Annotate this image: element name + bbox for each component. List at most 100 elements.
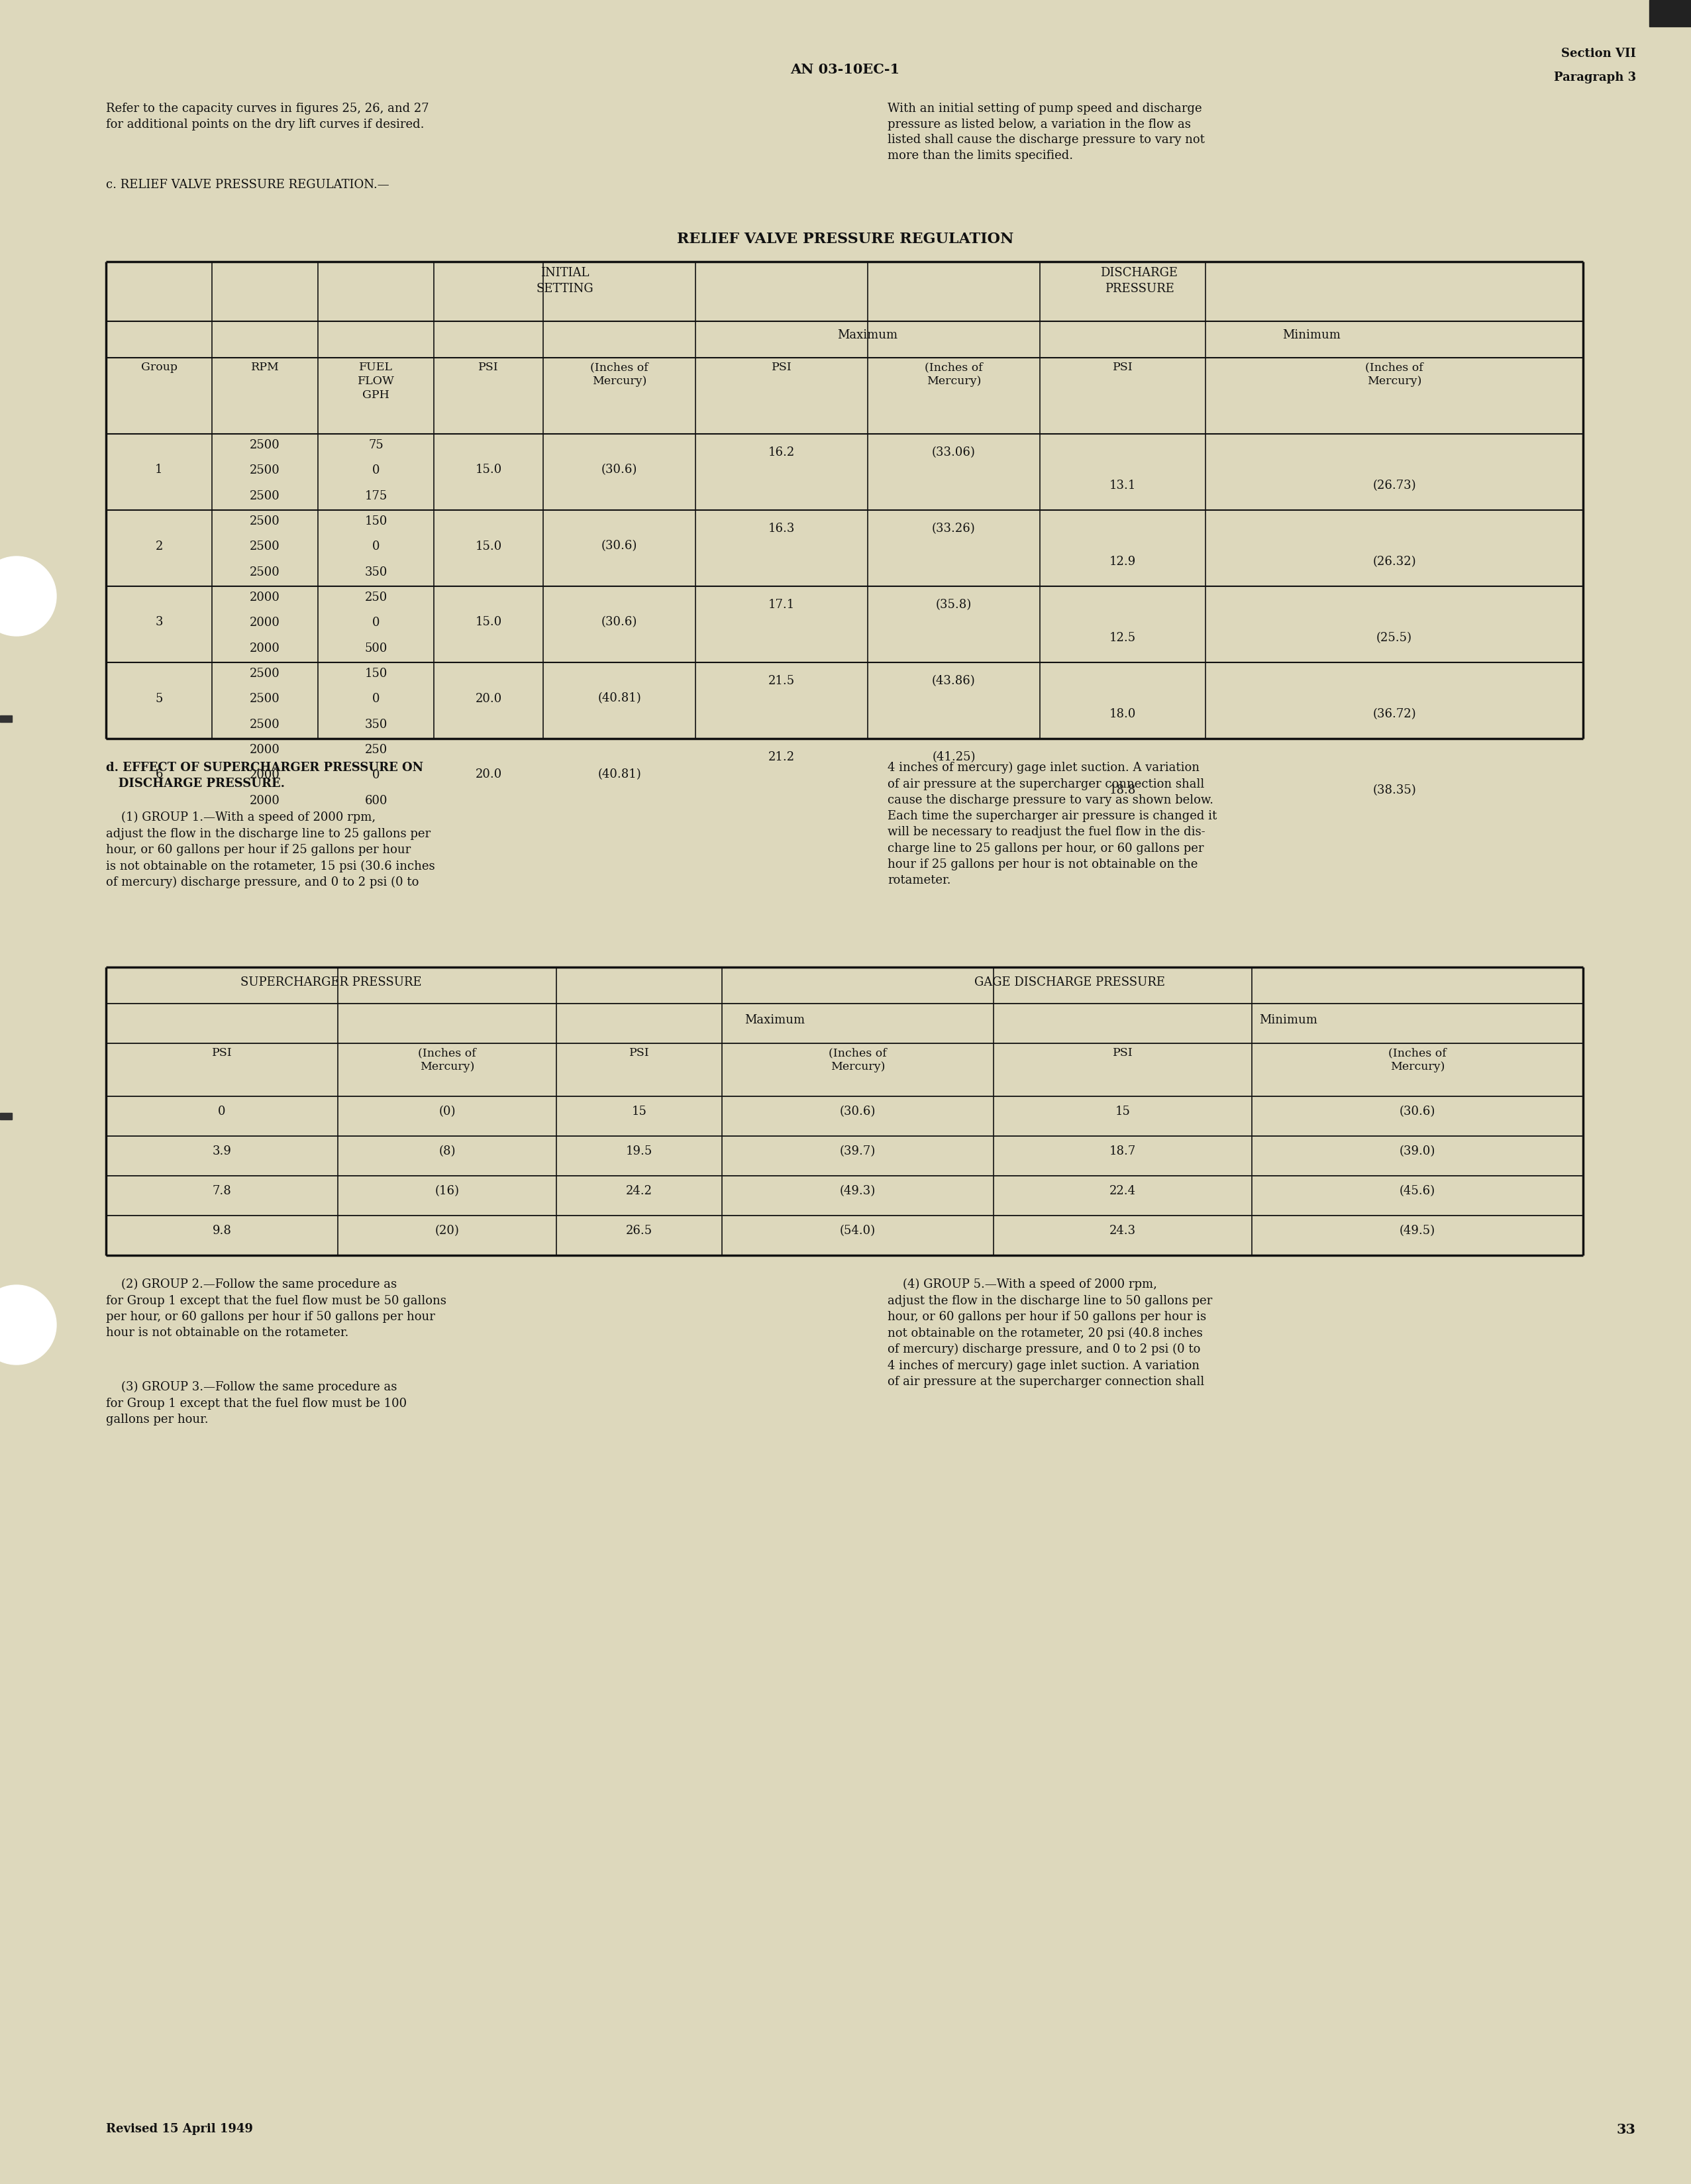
Text: Refer to the capacity curves in figures 25, 26, and 27
for additional points on : Refer to the capacity curves in figures … <box>107 103 430 131</box>
Text: 5: 5 <box>156 692 162 705</box>
Text: 150: 150 <box>365 668 387 679</box>
Text: (Inches of
Mercury): (Inches of Mercury) <box>1365 363 1424 387</box>
Text: 2000: 2000 <box>250 745 281 756</box>
Text: 2500: 2500 <box>250 719 281 729</box>
Text: 600: 600 <box>365 795 387 806</box>
Text: 2500: 2500 <box>250 668 281 679</box>
Text: 24.3: 24.3 <box>1109 1225 1136 1236</box>
Text: 250: 250 <box>365 592 387 603</box>
Text: 18.0: 18.0 <box>1109 708 1136 721</box>
Text: SUPERCHARGER PRESSURE: SUPERCHARGER PRESSURE <box>240 976 421 989</box>
Text: (40.81): (40.81) <box>597 769 641 780</box>
Text: 0: 0 <box>372 542 380 553</box>
Text: (33.06): (33.06) <box>932 446 976 459</box>
Text: (33.26): (33.26) <box>932 522 976 535</box>
Text: 175: 175 <box>365 489 387 502</box>
Bar <box>1649 0 1691 26</box>
Text: (54.0): (54.0) <box>840 1225 876 1236</box>
Text: 17.1: 17.1 <box>768 598 795 612</box>
Text: (41.25): (41.25) <box>932 751 976 762</box>
Text: 75: 75 <box>369 439 384 452</box>
Text: 2000: 2000 <box>250 642 281 655</box>
Text: Minimum: Minimum <box>1282 330 1341 341</box>
Text: 2: 2 <box>156 539 162 553</box>
Text: 250: 250 <box>365 745 387 756</box>
Text: 150: 150 <box>365 515 387 526</box>
Text: (45.6): (45.6) <box>1400 1186 1436 1197</box>
Text: (2) GROUP 2.—Follow the same procedure as
for Group 1 except that the fuel flow : (2) GROUP 2.—Follow the same procedure a… <box>107 1278 446 1339</box>
Text: (39.0): (39.0) <box>1400 1144 1436 1158</box>
Text: (Inches of
Mercury): (Inches of Mercury) <box>925 363 982 387</box>
Text: 19.5: 19.5 <box>626 1144 653 1158</box>
Text: 33: 33 <box>1617 2123 1635 2136</box>
Text: 18.7: 18.7 <box>1109 1144 1136 1158</box>
Text: (Inches of
Mercury): (Inches of Mercury) <box>590 363 648 387</box>
Text: 2500: 2500 <box>250 542 281 553</box>
Text: Group: Group <box>140 363 178 373</box>
Text: 22.4: 22.4 <box>1109 1186 1136 1197</box>
Text: 2500: 2500 <box>250 566 281 579</box>
Text: (30.6): (30.6) <box>602 616 638 629</box>
Text: 3.9: 3.9 <box>213 1144 232 1158</box>
Text: (38.35): (38.35) <box>1373 784 1415 797</box>
Text: 12.9: 12.9 <box>1109 555 1136 568</box>
Text: Maximum: Maximum <box>744 1013 805 1026</box>
Text: 350: 350 <box>365 719 387 729</box>
Text: 2000: 2000 <box>250 592 281 603</box>
Text: (30.6): (30.6) <box>840 1105 876 1118</box>
Text: 0: 0 <box>218 1105 225 1118</box>
Text: 20.0: 20.0 <box>475 692 502 705</box>
Circle shape <box>0 1284 56 1365</box>
Text: PSI: PSI <box>211 1048 232 1059</box>
Text: (20): (20) <box>435 1225 460 1236</box>
Text: (Inches of
Mercury): (Inches of Mercury) <box>1388 1048 1446 1072</box>
Text: 0: 0 <box>372 616 380 629</box>
Text: 0: 0 <box>372 769 380 782</box>
Text: 2000: 2000 <box>250 616 281 629</box>
Text: 0: 0 <box>372 465 380 476</box>
Text: 21.5: 21.5 <box>768 675 795 688</box>
Text: GAGE DISCHARGE PRESSURE: GAGE DISCHARGE PRESSURE <box>974 976 1165 989</box>
Text: PSI: PSI <box>629 1048 649 1059</box>
Text: PSI: PSI <box>1113 363 1133 373</box>
Text: 3: 3 <box>156 616 162 629</box>
Text: PSI: PSI <box>1113 1048 1133 1059</box>
Text: (26.32): (26.32) <box>1373 555 1415 568</box>
Text: PSI: PSI <box>771 363 791 373</box>
Text: (0): (0) <box>438 1105 455 1118</box>
Text: 18.8: 18.8 <box>1109 784 1136 797</box>
Text: (40.81): (40.81) <box>597 692 641 705</box>
Text: (30.6): (30.6) <box>1400 1105 1436 1118</box>
Text: RELIEF VALVE PRESSURE REGULATION: RELIEF VALVE PRESSURE REGULATION <box>676 232 1013 247</box>
Text: (4) GROUP 5.—With a speed of 2000 rpm,
adjust the flow in the discharge line to : (4) GROUP 5.—With a speed of 2000 rpm, a… <box>888 1278 1212 1387</box>
Bar <box>0 1114 12 1120</box>
Text: 21.2: 21.2 <box>768 751 795 762</box>
Text: Minimum: Minimum <box>1260 1013 1317 1026</box>
Text: (26.73): (26.73) <box>1373 480 1415 491</box>
Text: RPM: RPM <box>250 363 279 373</box>
Text: FUEL
FLOW
GPH: FUEL FLOW GPH <box>357 363 394 400</box>
Text: With an initial setting of pump speed and discharge
pressure as listed below, a : With an initial setting of pump speed an… <box>888 103 1204 162</box>
Text: 20.0: 20.0 <box>475 769 502 780</box>
Circle shape <box>0 557 56 636</box>
Text: 26.5: 26.5 <box>626 1225 653 1236</box>
Text: (3) GROUP 3.—Follow the same procedure as
for Group 1 except that the fuel flow : (3) GROUP 3.—Follow the same procedure a… <box>107 1380 408 1426</box>
Text: 16.3: 16.3 <box>768 522 795 535</box>
Text: (Inches of
Mercury): (Inches of Mercury) <box>418 1048 477 1072</box>
Text: 2500: 2500 <box>250 465 281 476</box>
Text: 2500: 2500 <box>250 515 281 526</box>
Text: (36.72): (36.72) <box>1373 708 1415 721</box>
Text: 2000: 2000 <box>250 769 281 782</box>
Text: 16.2: 16.2 <box>768 446 795 459</box>
Text: 7.8: 7.8 <box>213 1186 232 1197</box>
Text: (35.8): (35.8) <box>935 598 972 612</box>
Text: 2500: 2500 <box>250 692 281 705</box>
Text: Revised 15 April 1949: Revised 15 April 1949 <box>107 2123 254 2136</box>
Text: 15.0: 15.0 <box>475 616 502 629</box>
Text: 13.1: 13.1 <box>1109 480 1136 491</box>
Text: (30.6): (30.6) <box>602 539 638 553</box>
Text: 15.0: 15.0 <box>475 463 502 476</box>
Text: 2500: 2500 <box>250 439 281 452</box>
Text: (49.3): (49.3) <box>840 1186 876 1197</box>
Text: (1) GROUP 1.—With a speed of 2000 rpm,
adjust the flow in the discharge line to : (1) GROUP 1.—With a speed of 2000 rpm, a… <box>107 812 435 889</box>
